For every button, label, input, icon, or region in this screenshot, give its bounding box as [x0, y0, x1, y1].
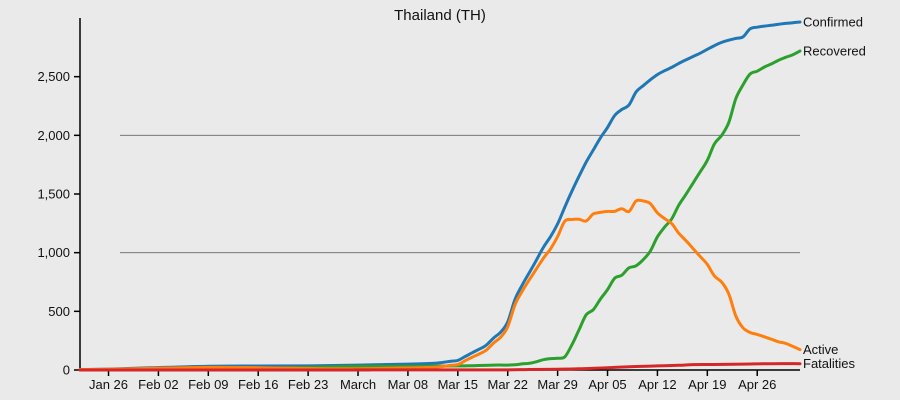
- series-label-confirmed: Confirmed: [803, 14, 863, 29]
- y-tick-label: 500: [48, 304, 70, 319]
- x-tick-label: Jan 26: [89, 377, 128, 392]
- y-tick-label: 2,500: [37, 69, 70, 84]
- y-axis-ticks: 0 500 1,000 1,500 2,000 2,500: [37, 69, 80, 378]
- y-tick-label: 1,000: [37, 245, 70, 260]
- series-label-fatalities: Fatalities: [803, 356, 856, 371]
- chart-title: Thailand (TH): [394, 7, 486, 24]
- x-tick-label: Mar 22: [487, 377, 527, 392]
- x-tick-label: Apr 19: [688, 377, 726, 392]
- x-tick-label: Feb 23: [288, 377, 328, 392]
- series-line-recovered: [78, 49, 802, 372]
- x-tick-label: Apr 12: [638, 377, 676, 392]
- x-tick-label: Mar 08: [388, 377, 428, 392]
- x-tick-label: Feb 16: [238, 377, 278, 392]
- x-tick-label: Apr 26: [738, 377, 776, 392]
- x-tick-label: Mar 15: [438, 377, 478, 392]
- y-tick-label: 2,000: [37, 128, 70, 143]
- series-label-recovered: Recovered: [803, 43, 866, 58]
- y-tick-label: 1,500: [37, 187, 70, 202]
- grid-lines: [120, 134, 800, 254]
- y-tick-label: 0: [63, 363, 70, 378]
- x-tick-label: Feb 02: [138, 377, 178, 392]
- x-tick-label: March: [340, 377, 376, 392]
- series-line-active: [78, 198, 802, 371]
- x-tick-label: Feb 09: [188, 377, 228, 392]
- series-line-fatalities: [78, 362, 802, 372]
- x-tick-label: Mar 29: [537, 377, 577, 392]
- axes: [79, 18, 800, 371]
- x-tick-label: Apr 05: [588, 377, 626, 392]
- series-line-confirmed: [78, 20, 802, 371]
- series-label-active: Active: [803, 342, 838, 357]
- x-axis-ticks: Jan 26 Feb 02 Feb 09 Feb 16 Feb 23 March Mar 0…: [89, 370, 776, 392]
- series-lines: [78, 20, 802, 372]
